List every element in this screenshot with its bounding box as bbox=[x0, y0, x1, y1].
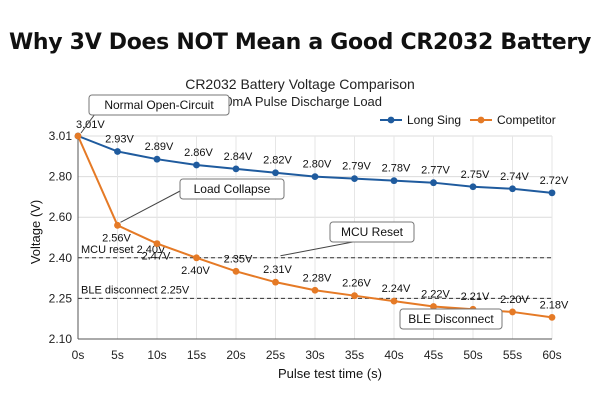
annotations: Normal Open-Circuit Load Collapse MCU Rese… bbox=[80, 94, 503, 330]
data-label: 2.86V bbox=[184, 147, 213, 159]
y-tick-label: 2.80 bbox=[49, 170, 73, 184]
legend-marker bbox=[477, 116, 485, 124]
x-axis-label: Pulse test time (s) bbox=[278, 366, 382, 381]
data-label: 3.01V bbox=[76, 119, 105, 131]
y-tick-label: 2.60 bbox=[49, 210, 73, 224]
data-label: 2.79V bbox=[342, 161, 371, 173]
x-tick-label: 5s bbox=[111, 348, 124, 362]
data-label: 2.21V bbox=[461, 291, 490, 303]
x-tick-label: 45s bbox=[424, 348, 443, 362]
x-tick-label: 15s bbox=[187, 348, 206, 362]
page-headline: Why 3V Does NOT Mean a Good CR2032 Batte… bbox=[8, 30, 592, 55]
data-label: 2.22V bbox=[421, 289, 450, 301]
data-label: 2.24V bbox=[382, 283, 411, 295]
x-tick-label: 55s bbox=[503, 348, 522, 362]
chart-title: CR2032 Battery Voltage Comparison bbox=[185, 76, 415, 92]
reference-line-label: MCU reset 2.40V bbox=[81, 244, 166, 256]
reference-lines: MCU reset 2.40V BLE disconnect 2.25V bbox=[78, 244, 552, 299]
data-label: 2.84V bbox=[224, 151, 253, 163]
y-axis-label: Voltage (V) bbox=[28, 200, 43, 264]
legend-label: Competitor bbox=[497, 113, 556, 127]
callout-mcu-reset: MCU Reset bbox=[341, 225, 404, 239]
data-point bbox=[74, 132, 82, 140]
data-label: 2.77V bbox=[421, 165, 450, 177]
x-tick-label: 0s bbox=[72, 348, 85, 362]
data-label: 2.80V bbox=[303, 159, 332, 171]
data-point bbox=[153, 240, 161, 247]
data-label: 2.35V bbox=[224, 253, 253, 265]
x-tick-label: 50s bbox=[463, 348, 482, 362]
callout-box bbox=[399, 308, 503, 330]
data-point bbox=[509, 308, 516, 316]
data-label: 2.47V bbox=[142, 251, 171, 263]
data-point bbox=[272, 169, 279, 177]
reference-line-label: BLE disconnect 2.25V bbox=[81, 284, 190, 296]
data-label: 2.40V bbox=[181, 265, 210, 277]
callout-ble-disconnect: BLE Disconnect bbox=[408, 312, 494, 326]
data-label: 2.78V bbox=[382, 163, 411, 175]
legend-label: Long Sing bbox=[407, 113, 461, 127]
legend-marker bbox=[387, 116, 395, 124]
data-point bbox=[430, 179, 437, 187]
data-point bbox=[193, 161, 200, 169]
data-label: 2.82V bbox=[263, 155, 292, 167]
y-tick-label: 2.40 bbox=[49, 251, 73, 265]
data-label: 2.56V bbox=[102, 232, 131, 244]
data-label: 2.20V bbox=[500, 294, 529, 306]
data-point bbox=[351, 292, 358, 300]
data-label: 2.75V bbox=[461, 169, 490, 181]
data-label: 2.28V bbox=[303, 272, 332, 284]
data-point bbox=[232, 165, 240, 173]
callout-box bbox=[88, 94, 230, 116]
data-label: 2.74V bbox=[500, 171, 529, 183]
data-label: 2.93V bbox=[105, 133, 134, 145]
y-tick-label: 2.10 bbox=[49, 332, 73, 346]
data-point bbox=[311, 173, 319, 181]
axes: 2.10 2.25 2.40 2.60 2.80 3.01 0s 5s 10s 15s 20s 25s… bbox=[49, 129, 562, 362]
legend: Long Sing Competitor bbox=[380, 113, 556, 127]
callout-box bbox=[329, 221, 415, 243]
y-tick-label: 2.25 bbox=[49, 291, 73, 305]
callout-pointer bbox=[80, 113, 96, 134]
callout-load-collapse: Load Collapse bbox=[194, 182, 271, 196]
x-tick-label: 40s bbox=[384, 348, 403, 362]
x-tick-label: 30s bbox=[305, 348, 324, 362]
data-label: 2.18V bbox=[540, 299, 569, 311]
callout-pointer bbox=[280, 240, 359, 257]
x-tick-label: 60s bbox=[542, 348, 561, 362]
data-point bbox=[272, 278, 279, 286]
data-point bbox=[390, 297, 398, 305]
data-point bbox=[548, 189, 556, 197]
callout-pointer bbox=[120, 189, 183, 223]
data-point bbox=[351, 175, 358, 183]
x-tick-label: 35s bbox=[345, 348, 364, 362]
data-point bbox=[469, 183, 477, 191]
x-tick-label: 25s bbox=[266, 348, 285, 362]
chart-subtitle: 20mA Pulse Discharge Load bbox=[218, 94, 382, 109]
callout-box bbox=[179, 178, 285, 200]
data-point bbox=[509, 185, 516, 193]
data-point bbox=[193, 254, 200, 262]
data-point bbox=[430, 303, 437, 310]
x-tick-label: 20s bbox=[226, 348, 245, 362]
data-point bbox=[232, 267, 240, 275]
data-point bbox=[390, 177, 398, 185]
y-tick-label: 3.01 bbox=[49, 129, 73, 143]
callout-normal-open-circuit: Normal Open-Circuit bbox=[104, 98, 214, 112]
data-label: 2.31V bbox=[263, 264, 292, 276]
data-point bbox=[114, 148, 121, 155]
data-point bbox=[548, 313, 556, 321]
data-point bbox=[311, 286, 319, 294]
data-point bbox=[153, 155, 161, 163]
data-label: 2.89V bbox=[145, 141, 174, 153]
data-point bbox=[114, 221, 121, 229]
data-label: 2.72V bbox=[540, 175, 569, 187]
data-label: 2.26V bbox=[342, 278, 371, 290]
x-tick-label: 10s bbox=[147, 348, 166, 362]
